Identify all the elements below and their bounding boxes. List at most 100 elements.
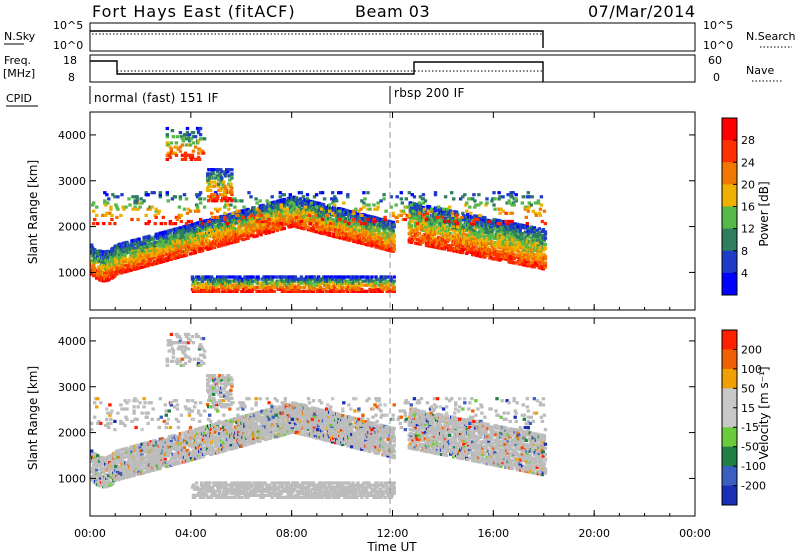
power-cell: [367, 281, 371, 285]
power-cell: [246, 214, 250, 218]
power-cell: [342, 208, 346, 212]
power-cell: [453, 230, 457, 234]
power-cell: [120, 254, 124, 258]
power-cell: [233, 287, 237, 291]
power-cell: [128, 266, 132, 270]
power-cell: [99, 251, 103, 255]
power-cell: [325, 210, 330, 214]
power-cell: [493, 236, 497, 240]
power-cell: [310, 285, 315, 289]
power-cell: [271, 227, 275, 231]
power-cell: [201, 232, 206, 236]
power-cell: [325, 231, 330, 235]
power-cell: [469, 219, 473, 223]
power-cell: [348, 279, 352, 283]
power-cell: [521, 226, 525, 230]
power-cell: [332, 207, 336, 211]
power-cell: [90, 272, 94, 276]
power-cell: [538, 233, 543, 237]
power-cell: [541, 254, 546, 258]
power-cell: [328, 285, 332, 289]
power-cell: [347, 285, 351, 289]
power-cell: [420, 224, 425, 228]
power-cell: [153, 245, 157, 249]
power-cell: [534, 253, 539, 257]
power-cell: [245, 228, 249, 232]
power-cell: [226, 281, 230, 285]
power-cell: [333, 212, 337, 216]
power-cell: [130, 262, 134, 266]
power-cell: [539, 242, 544, 246]
power-cell: [391, 231, 395, 235]
power-cell: [173, 233, 178, 237]
power-cell: [315, 226, 320, 230]
power-cell: [491, 244, 495, 248]
power-cell: [210, 275, 214, 279]
power-cell: [101, 266, 105, 270]
power-cell: [518, 262, 522, 266]
power-cell: [334, 226, 338, 230]
power-cell: [409, 226, 413, 230]
power-cell: [185, 211, 190, 215]
power-cell: [309, 218, 314, 222]
power-cell: [493, 249, 497, 253]
power-cell: [439, 228, 444, 232]
power-cell: [101, 213, 105, 217]
power-cell: [345, 219, 349, 223]
power-cell: [178, 195, 183, 199]
power-cell: [363, 234, 367, 238]
power-cell: [258, 289, 262, 293]
power-cell: [362, 236, 366, 240]
power-cell: [320, 229, 325, 233]
power-cell: [492, 242, 496, 246]
power-cell: [140, 261, 144, 265]
power-cell: [198, 220, 203, 224]
power-cell: [339, 277, 343, 281]
power-cell: [213, 285, 217, 289]
power-cell: [144, 222, 148, 226]
power-cell: [453, 249, 457, 253]
power-cell: [218, 217, 222, 221]
power-cell: [95, 205, 99, 209]
power-cell: [444, 245, 449, 249]
power-cell: [522, 259, 526, 263]
power-cell: [212, 231, 216, 235]
power-cell: [395, 219, 399, 224]
power-cell: [317, 206, 322, 210]
power-cell: [532, 248, 537, 252]
power-cell: [230, 197, 234, 201]
power-cell: [306, 209, 311, 213]
power-cell: [259, 233, 263, 237]
power-cell: [165, 233, 169, 238]
power-cell: [493, 224, 497, 228]
power-cell: [200, 281, 205, 285]
power-cell: [256, 277, 260, 281]
power-cell: [143, 244, 147, 248]
power-cell: [420, 236, 425, 240]
power-cell: [227, 233, 231, 237]
power-cell: [438, 221, 443, 225]
power-cell: [409, 220, 413, 224]
power-cell: [336, 233, 340, 237]
power-cell: [420, 240, 425, 245]
power-cell: [459, 221, 463, 225]
power-cell: [292, 206, 297, 210]
power-cell: [157, 254, 161, 258]
power-cell: [115, 262, 119, 266]
power-cell: [249, 211, 253, 215]
power-cell: [208, 230, 212, 234]
nave-tick-top: 60: [708, 54, 722, 67]
power-cell: [511, 228, 515, 232]
power-cell: [411, 209, 416, 213]
power-cell: [440, 238, 445, 242]
power-cell: [137, 266, 141, 270]
power-cell: [430, 234, 435, 238]
power-cell: [148, 259, 152, 263]
power-cell: [490, 230, 494, 234]
power-cell: [97, 271, 101, 275]
power-cell: [239, 232, 243, 236]
power-cell: [321, 203, 326, 207]
power-cell: [346, 193, 350, 197]
power-cell: [305, 193, 310, 197]
power-cell: [339, 275, 343, 279]
